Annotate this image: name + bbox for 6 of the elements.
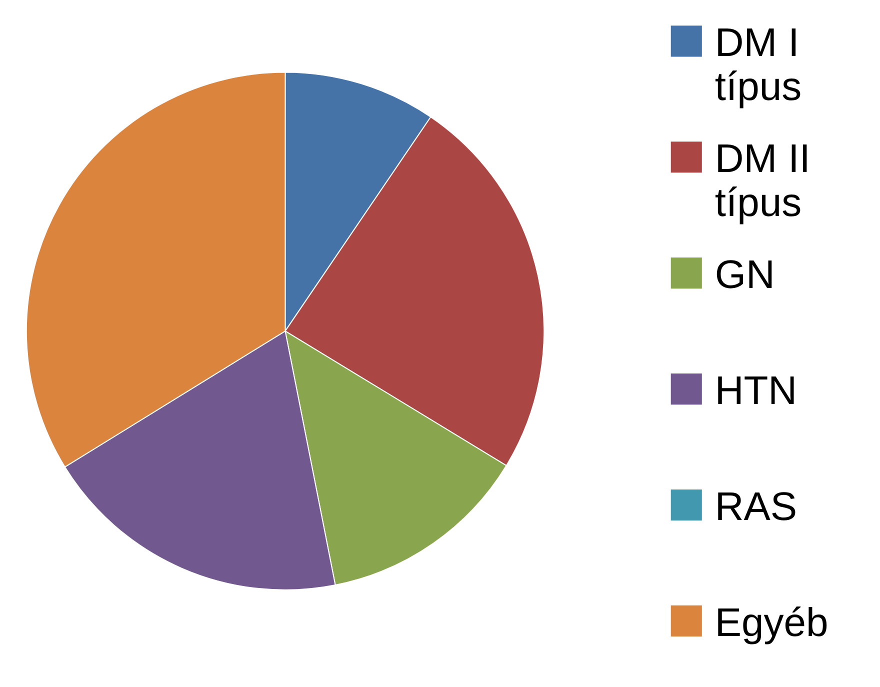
legend-label: GN [714,253,775,298]
legend-label: DM I típus [714,21,802,110]
legend-label: RAS [714,484,798,529]
legend-label: DM II típus [714,137,810,226]
legend-label: HTN [714,369,798,414]
legend-label: Egyéb [714,600,828,645]
